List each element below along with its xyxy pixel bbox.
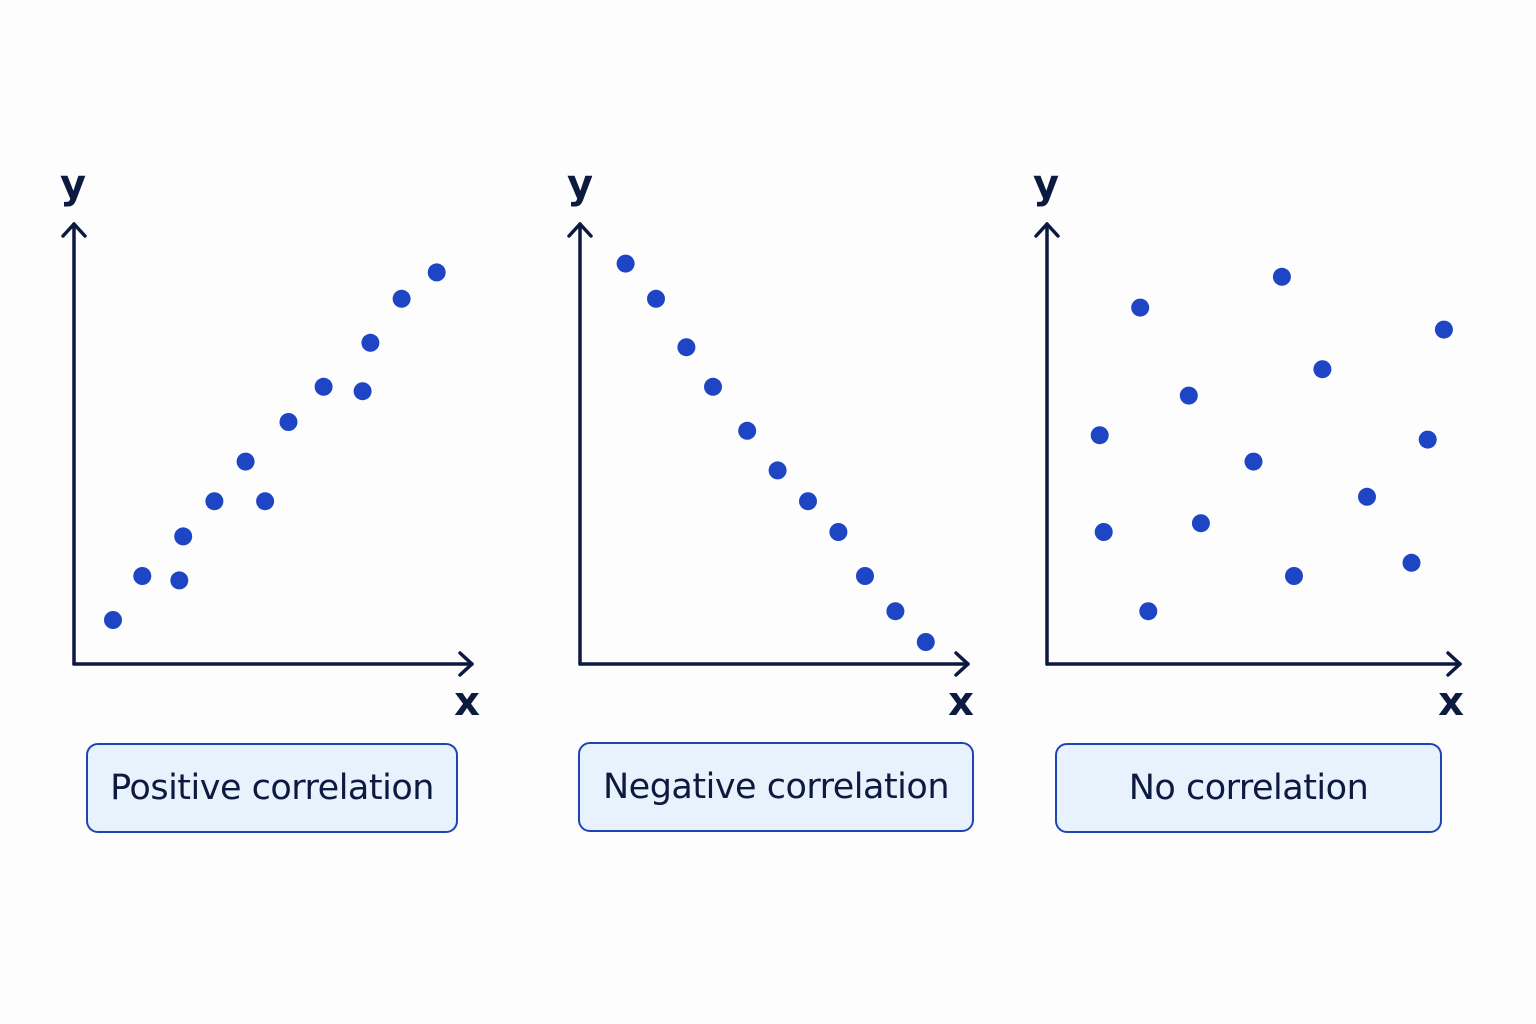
positive-data-point-10: [353, 382, 372, 401]
none-data-point-2: [1094, 523, 1113, 541]
none-x-axis-label: x: [1438, 679, 1464, 725]
negative-data-point-3: [677, 338, 696, 357]
none-data-point-4: [1139, 602, 1158, 621]
positive-correlation-label: Positive correlation: [86, 743, 458, 833]
none-x-axis-arrow-icon: [1446, 651, 1462, 677]
positive-data-point-4: [174, 527, 193, 546]
negative-data-point-2: [647, 289, 665, 308]
positive-y-axis-arrow-icon: [61, 222, 87, 238]
none-data-point-5: [1179, 386, 1198, 405]
none-y-axis-arrow-icon: [1034, 222, 1060, 238]
none-data-point-9: [1285, 567, 1303, 585]
positive-x-axis-arrow-icon: [458, 651, 474, 677]
positive-data-point-3: [170, 571, 189, 590]
negative-correlation-label: Negative correlation: [578, 742, 974, 832]
negative-correlation-label-text: Negative correlation: [603, 767, 950, 807]
positive-correlation-label-text: Positive correlation: [110, 768, 434, 808]
positive-data-point-5: [205, 492, 224, 511]
none-data-point-13: [1418, 430, 1437, 449]
no-correlation-label-text: No correlation: [1128, 768, 1369, 808]
none-data-point-11: [1358, 487, 1376, 506]
negative-y-axis-label: y: [567, 162, 593, 208]
positive-data-point-9: [314, 377, 333, 396]
none-y-axis-label: y: [1033, 162, 1059, 208]
negative-data-point-9: [856, 567, 874, 585]
positive-data-point-13: [427, 263, 446, 282]
none-data-point-10: [1313, 360, 1332, 379]
none-data-point-14: [1434, 320, 1453, 339]
none-data-point-6: [1191, 514, 1210, 533]
positive-data-point-12: [392, 289, 411, 308]
positive-y-axis-label: y: [60, 162, 86, 208]
none-data-point-1: [1090, 426, 1109, 445]
positive-data-point-11: [361, 333, 380, 352]
positive-correlation-plot: yx: [60, 162, 480, 725]
negative-data-point-8: [829, 523, 848, 541]
negative-data-point-11: [916, 633, 935, 651]
positive-data-point-7: [256, 492, 275, 511]
none-data-point-12: [1402, 553, 1421, 572]
negative-data-point-6: [768, 461, 787, 480]
no-correlation-label: No correlation: [1055, 743, 1442, 833]
negative-y-axis-arrow-icon: [567, 222, 593, 238]
negative-correlation-plot: yx: [567, 162, 974, 725]
none-data-point-3: [1131, 298, 1150, 317]
none-data-point-7: [1244, 452, 1263, 471]
negative-data-point-4: [704, 377, 722, 396]
no-correlation-plot: yx: [1033, 162, 1464, 725]
negative-data-point-7: [799, 492, 817, 511]
positive-data-point-2: [133, 567, 152, 585]
positive-data-point-8: [279, 413, 298, 431]
positive-data-point-1: [104, 611, 122, 629]
positive-x-axis-label: x: [454, 679, 480, 725]
positive-data-point-6: [236, 452, 255, 471]
negative-data-point-5: [738, 421, 757, 440]
negative-data-point-1: [616, 254, 635, 273]
negative-x-axis-arrow-icon: [954, 651, 970, 677]
negative-x-axis-label: x: [948, 679, 974, 725]
negative-data-point-10: [886, 602, 905, 621]
none-data-point-8: [1272, 267, 1291, 286]
